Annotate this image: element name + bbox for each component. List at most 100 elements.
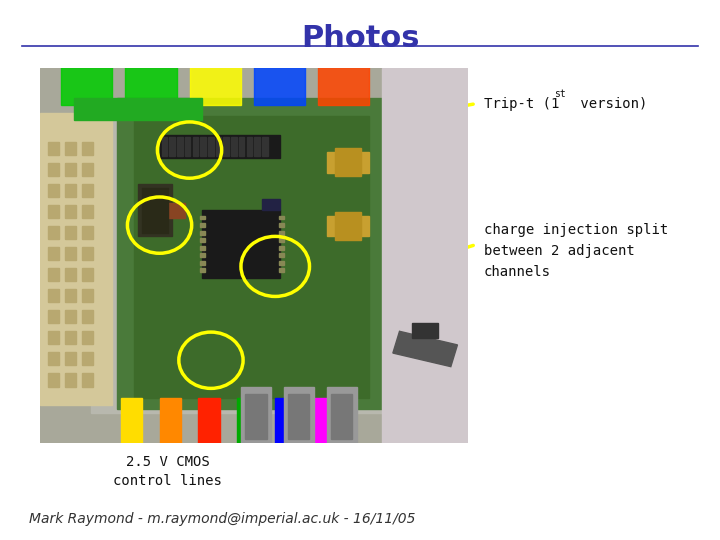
- Bar: [279, 246, 284, 249]
- Bar: [48, 142, 59, 156]
- Bar: [66, 332, 76, 345]
- Bar: [169, 137, 175, 156]
- Bar: [246, 394, 266, 439]
- Bar: [279, 268, 284, 272]
- Bar: [198, 398, 220, 443]
- Bar: [202, 210, 279, 278]
- Bar: [314, 398, 336, 443]
- Bar: [200, 223, 205, 227]
- Bar: [284, 387, 314, 443]
- Bar: [66, 142, 76, 156]
- Bar: [327, 152, 369, 173]
- Bar: [48, 332, 59, 345]
- Bar: [40, 112, 112, 405]
- Bar: [223, 137, 229, 156]
- Bar: [200, 246, 205, 249]
- Bar: [279, 238, 284, 242]
- Bar: [336, 212, 361, 240]
- Bar: [327, 216, 369, 237]
- Bar: [66, 247, 76, 260]
- Bar: [82, 332, 93, 345]
- Bar: [200, 253, 205, 257]
- Bar: [241, 387, 271, 443]
- Bar: [200, 137, 206, 156]
- Bar: [82, 247, 93, 260]
- Bar: [162, 137, 167, 156]
- Bar: [336, 148, 361, 177]
- Bar: [82, 353, 93, 366]
- Bar: [143, 187, 168, 233]
- Text: st: st: [554, 89, 566, 99]
- Bar: [82, 142, 93, 156]
- Bar: [200, 238, 205, 242]
- Bar: [66, 353, 76, 366]
- Bar: [160, 398, 181, 443]
- Bar: [279, 253, 284, 257]
- Bar: [66, 226, 76, 239]
- Bar: [200, 261, 205, 265]
- Bar: [168, 202, 185, 218]
- Bar: [216, 137, 221, 156]
- Bar: [66, 373, 76, 387]
- Bar: [331, 394, 352, 439]
- Bar: [48, 163, 59, 177]
- Bar: [82, 289, 93, 302]
- Bar: [253, 68, 305, 105]
- Bar: [91, 98, 455, 413]
- Bar: [48, 226, 59, 239]
- Bar: [393, 332, 457, 367]
- Bar: [82, 268, 93, 281]
- Bar: [48, 205, 59, 218]
- Bar: [382, 68, 468, 443]
- Bar: [74, 98, 202, 120]
- Bar: [48, 373, 59, 387]
- Bar: [279, 231, 284, 234]
- Bar: [61, 68, 112, 105]
- Text: Photos: Photos: [301, 24, 419, 53]
- Bar: [66, 289, 76, 302]
- Bar: [279, 216, 284, 219]
- Bar: [239, 137, 244, 156]
- Bar: [189, 68, 241, 105]
- Text: Trip-t (1: Trip-t (1: [484, 97, 559, 111]
- Bar: [48, 289, 59, 302]
- Bar: [82, 373, 93, 387]
- Bar: [160, 135, 279, 158]
- Bar: [66, 205, 76, 218]
- Bar: [82, 226, 93, 239]
- Bar: [121, 398, 143, 443]
- Bar: [327, 387, 356, 443]
- Bar: [318, 68, 369, 105]
- Bar: [254, 137, 260, 156]
- Text: Mark Raymond - m.raymond@imperial.ac.uk - 16/11/05: Mark Raymond - m.raymond@imperial.ac.uk …: [29, 512, 415, 526]
- Bar: [246, 137, 252, 156]
- Bar: [48, 184, 59, 197]
- Bar: [413, 323, 438, 338]
- Bar: [117, 98, 382, 409]
- Bar: [82, 205, 93, 218]
- Bar: [275, 398, 297, 443]
- Text: 2.5 V CMOS
control lines: 2.5 V CMOS control lines: [113, 455, 222, 488]
- Bar: [200, 231, 205, 234]
- Bar: [279, 223, 284, 227]
- Bar: [192, 137, 198, 156]
- Bar: [262, 199, 279, 210]
- Bar: [82, 310, 93, 323]
- Bar: [125, 68, 176, 105]
- Bar: [177, 137, 183, 156]
- Bar: [237, 398, 258, 443]
- Bar: [262, 137, 268, 156]
- Bar: [200, 216, 205, 219]
- Bar: [66, 268, 76, 281]
- Bar: [231, 137, 237, 156]
- Bar: [288, 394, 310, 439]
- Bar: [134, 116, 369, 398]
- Bar: [82, 163, 93, 177]
- Bar: [48, 310, 59, 323]
- Bar: [138, 184, 172, 237]
- Bar: [48, 268, 59, 281]
- Bar: [48, 353, 59, 366]
- Bar: [66, 184, 76, 197]
- Bar: [48, 247, 59, 260]
- Bar: [82, 184, 93, 197]
